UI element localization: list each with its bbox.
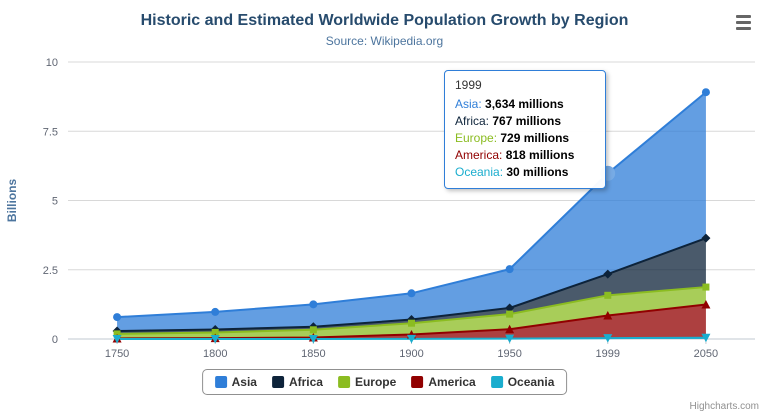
tooltip-series-name: Europe:: [455, 131, 501, 145]
legend-item-america[interactable]: America: [411, 375, 476, 389]
marker-america-2050[interactable]: [701, 299, 711, 309]
tooltip-row-africa: Africa: 767 millions: [455, 113, 595, 130]
legend-item-africa[interactable]: Africa: [271, 375, 323, 389]
marker-oceania-1800[interactable]: [210, 334, 220, 344]
marker-europe-1850[interactable]: [309, 326, 317, 334]
legend-symbol: [214, 376, 227, 388]
x-axis-label: 1999: [596, 348, 620, 360]
tooltip-series-name: Oceania:: [455, 165, 507, 179]
series-area-africa[interactable]: [117, 238, 706, 334]
marker-africa-1999[interactable]: [603, 269, 613, 279]
tooltip-row-europe: Europe: 729 millions: [455, 130, 595, 147]
chart-title: Historic and Estimated Worldwide Populat…: [140, 12, 629, 29]
tooltip-row-asia: Asia: 3,634 millions: [455, 96, 595, 113]
tooltip-series-value: 818 millions: [505, 148, 575, 162]
chart-subtitle: Source: Wikipedia.org: [325, 34, 444, 48]
legend-label: Oceania: [507, 375, 555, 389]
marker-asia-1950[interactable]: [505, 265, 514, 274]
x-axis-label: 1750: [105, 348, 129, 360]
tooltip-series-value: 729 millions: [500, 131, 570, 145]
marker-europe-1800[interactable]: [211, 328, 219, 336]
x-axis-label: 1900: [399, 348, 423, 360]
marker-europe-1999[interactable]: [604, 291, 612, 299]
chart-context-menu-button[interactable]: [729, 10, 757, 34]
tooltip: 1999 Asia: 3,634 millions Africa: 767 mil…: [444, 70, 606, 189]
legend-item-asia[interactable]: Asia: [214, 375, 257, 389]
series-area-asia[interactable]: [117, 92, 706, 331]
tooltip-series-value: 767 millions: [492, 114, 562, 128]
legend-symbol: [490, 376, 503, 388]
legend-symbol: [271, 376, 284, 388]
marker-europe-1750[interactable]: [113, 330, 121, 338]
hamburger-icon: [735, 26, 751, 30]
legend-label: Europe: [354, 375, 397, 389]
marker-europe-1900[interactable]: [408, 319, 415, 327]
marker-oceania-1750[interactable]: [112, 334, 122, 344]
legend-item-europe[interactable]: Europe: [337, 375, 397, 389]
tooltip-series-name: America:: [455, 148, 506, 162]
tooltip-series-value: 3,634 millions: [485, 97, 564, 111]
hamburger-icon: [735, 20, 751, 24]
y-axis-title: Billions: [5, 179, 19, 223]
tooltip-row-oceania: Oceania: 30 millions: [455, 164, 595, 181]
x-axis-label: 1850: [301, 348, 325, 360]
hamburger-icon: [735, 14, 751, 18]
marker-america-1999[interactable]: [603, 311, 613, 320]
legend-label: Africa: [288, 375, 323, 389]
y-axis-label: 10: [46, 57, 58, 69]
marker-asia-2050[interactable]: [701, 88, 710, 97]
y-axis-label: 5: [52, 196, 58, 208]
y-axis-label: 7.5: [43, 126, 58, 138]
legend-symbol: [337, 376, 350, 388]
marker-oceania-1900[interactable]: [407, 334, 416, 344]
tooltip-series-name: Africa:: [455, 114, 493, 128]
x-axis-label: 1950: [497, 348, 521, 360]
tooltip-series-name: Asia:: [455, 97, 486, 111]
highcharts-credits[interactable]: Highcharts.com: [689, 401, 759, 412]
tooltip-header: 1999: [455, 78, 482, 92]
tooltip-row-america: America: 818 millions: [455, 147, 595, 164]
marker-asia-1800[interactable]: [211, 307, 220, 316]
y-axis-label: 0: [52, 334, 58, 346]
marker-asia-1850[interactable]: [309, 300, 318, 309]
marker-africa-2050[interactable]: [701, 233, 711, 243]
y-axis-label: 2.5: [43, 265, 58, 277]
marker-africa-1950[interactable]: [505, 303, 515, 313]
marker-asia-1750[interactable]: [113, 313, 122, 322]
series-area-america[interactable]: [117, 304, 706, 339]
marker-oceania-1999[interactable]: [603, 334, 613, 343]
marker-oceania-1950[interactable]: [505, 334, 515, 344]
marker-oceania-2050[interactable]: [701, 333, 711, 343]
marker-europe-2050[interactable]: [702, 283, 710, 291]
legend-label: Asia: [231, 375, 257, 389]
marker-asia-1900[interactable]: [407, 289, 416, 298]
tooltip-series-value: 30 millions: [506, 165, 569, 179]
legend-item-oceania[interactable]: Oceania: [490, 375, 555, 389]
marker-europe-1950[interactable]: [506, 310, 514, 318]
legend: Asia Africa Europe America Oceania: [201, 369, 568, 395]
tooltip-rows: Asia: 3,634 millions Africa: 767 millions…: [455, 96, 595, 181]
x-axis-label: 2050: [694, 348, 718, 360]
legend-symbol: [411, 376, 424, 388]
marker-america-1950[interactable]: [505, 324, 515, 334]
marker-oceania-1850[interactable]: [308, 334, 318, 344]
legend-label: America: [428, 375, 476, 389]
x-axis-label: 1800: [203, 348, 227, 360]
